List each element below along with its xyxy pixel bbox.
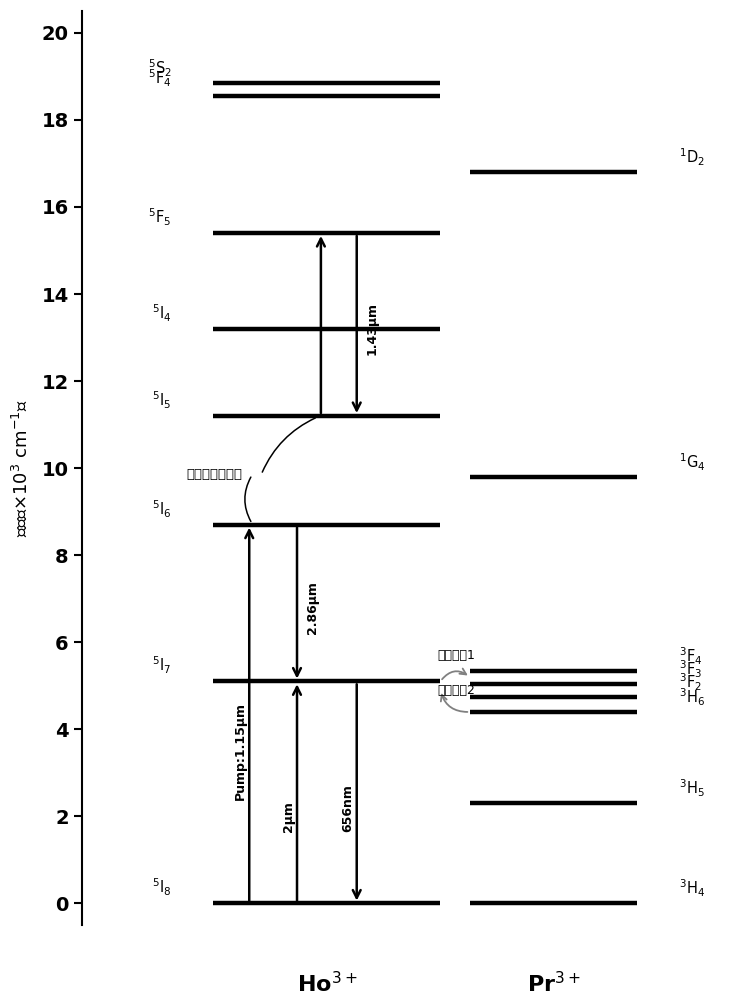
Text: $^3$F$_4$: $^3$F$_4$ <box>680 646 703 667</box>
Text: 656nm: 656nm <box>341 784 354 832</box>
Text: $^5$S$_2$: $^5$S$_2$ <box>148 57 172 79</box>
Text: Pump:1.15μm: Pump:1.15μm <box>234 702 247 800</box>
Text: $^3$H$_5$: $^3$H$_5$ <box>680 778 705 799</box>
Text: $^5$I$_6$: $^5$I$_6$ <box>152 498 172 520</box>
Text: $^5$I$_5$: $^5$I$_5$ <box>152 389 172 411</box>
Y-axis label: 能量（×10$^3$ cm$^{-1}$）: 能量（×10$^3$ cm$^{-1}$） <box>11 399 31 537</box>
Text: 能量传递上转换: 能量传递上转换 <box>187 468 242 481</box>
Text: $^5$I$_8$: $^5$I$_8$ <box>152 877 172 898</box>
Text: 能量传递2: 能量传递2 <box>437 684 476 697</box>
Text: $^5$F$_4$: $^5$F$_4$ <box>148 68 172 89</box>
Text: $^3$F$_3$: $^3$F$_3$ <box>680 659 703 680</box>
Text: Ho$^{3+}$: Ho$^{3+}$ <box>297 971 357 996</box>
Text: 能量传递1: 能量传递1 <box>437 649 476 662</box>
Text: $^3$H$_4$: $^3$H$_4$ <box>680 878 705 899</box>
Text: 2.86μm: 2.86μm <box>306 581 319 634</box>
Text: 2μm: 2μm <box>281 801 295 832</box>
Text: $^5$I$_4$: $^5$I$_4$ <box>152 302 172 324</box>
Text: $^5$F$_5$: $^5$F$_5$ <box>148 206 172 228</box>
Text: Pr$^{3+}$: Pr$^{3+}$ <box>526 971 580 996</box>
Text: $^5$I$_7$: $^5$I$_7$ <box>152 655 172 676</box>
Text: $^3$F$_2$: $^3$F$_2$ <box>680 672 702 693</box>
Text: $^3$H$_6$: $^3$H$_6$ <box>680 686 705 708</box>
Text: 1.43μm: 1.43μm <box>366 302 379 355</box>
Text: $^1$G$_4$: $^1$G$_4$ <box>680 451 706 473</box>
Text: $^1$D$_2$: $^1$D$_2$ <box>680 146 705 168</box>
